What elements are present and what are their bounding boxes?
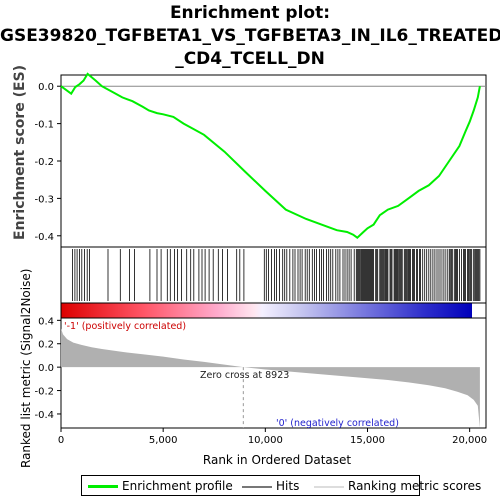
title-line-2: GSE39820_TGFBETA1_VS_TGFBETA3_IN_IL6_TRE…	[0, 26, 500, 46]
metric-y-tick-label: 0.0	[38, 363, 54, 374]
metric-y-tick-label: -0.2	[34, 387, 54, 398]
metric-y-tick-label: 0.2	[38, 340, 54, 351]
title-line-3: _CD4_TCELL_DN	[175, 49, 325, 69]
legend-item-hits: Hits	[242, 479, 299, 493]
x-tick-label: 0	[58, 435, 64, 446]
metric-x-ticks: 0 5,000 10,000 15,000 20,000	[58, 428, 487, 446]
x-tick-label: 20,000	[452, 435, 487, 446]
es-y-tick-label: 0.0	[38, 82, 54, 93]
legend-swatch-metric	[314, 485, 344, 488]
x-tick-label: 10,000	[248, 435, 283, 446]
es-panel	[60, 74, 487, 248]
enrichment-profile-line	[60, 72, 481, 239]
es-y-axis-label: Enrichment score (ES)	[12, 65, 28, 240]
legend-item-metric: Ranking metric scores	[314, 479, 481, 493]
zero-cross-label: Zero cross at 8923	[200, 370, 289, 381]
legend-item-profile: Enrichment profile	[88, 479, 233, 493]
es-y-tick-label: -0.3	[34, 194, 54, 205]
legend-label-metric: Ranking metric scores	[348, 479, 482, 493]
metric-y-ticks: 0.4 0.2 0.0 -0.2 -0.4	[34, 316, 61, 421]
es-y-tick-label: -0.4	[34, 232, 54, 243]
chart-title: Enrichment plot: GSE39820_TGFBETA1_VS_TG…	[0, 2, 500, 71]
rank-color-bar	[61, 303, 472, 318]
hits-panel	[60, 246, 487, 304]
title-line-1: Enrichment plot:	[169, 3, 331, 23]
negative-correlation-label: '0' (negatively correlated)	[276, 418, 399, 429]
positive-correlation-label: '-1' (positively correlated)	[64, 321, 186, 332]
x-axis-label: Rank in Ordered Dataset	[203, 453, 351, 467]
legend-label-profile: Enrichment profile	[122, 479, 233, 493]
es-y-ticks: 0.0 -0.1 -0.2 -0.3 -0.4	[34, 82, 61, 243]
es-y-tick-label: -0.1	[34, 120, 54, 131]
hits-marks	[72, 249, 481, 301]
legend: Enrichment profile Hits Ranking metric s…	[81, 475, 481, 496]
metric-y-axis-label: Ranked list metric (Signal2Noise)	[19, 269, 33, 468]
es-y-tick-label: -0.2	[34, 157, 54, 168]
ranking-metric-area	[61, 328, 480, 428]
metric-y-tick-label: -0.4	[34, 410, 54, 421]
x-tick-label: 5,000	[149, 435, 178, 446]
metric-y-tick-label: 0.4	[38, 316, 54, 327]
legend-swatch-profile	[88, 485, 118, 488]
legend-swatch-hits	[242, 485, 272, 488]
x-tick-label: 15,000	[350, 435, 385, 446]
legend-label-hits: Hits	[276, 479, 300, 493]
